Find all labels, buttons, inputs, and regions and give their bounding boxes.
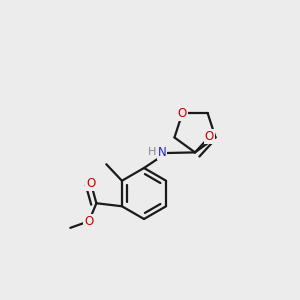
Text: N: N (158, 146, 166, 159)
Text: O: O (86, 177, 96, 190)
Text: O: O (205, 130, 214, 143)
Text: O: O (84, 215, 94, 228)
Text: O: O (178, 107, 187, 120)
Text: H: H (148, 147, 156, 158)
